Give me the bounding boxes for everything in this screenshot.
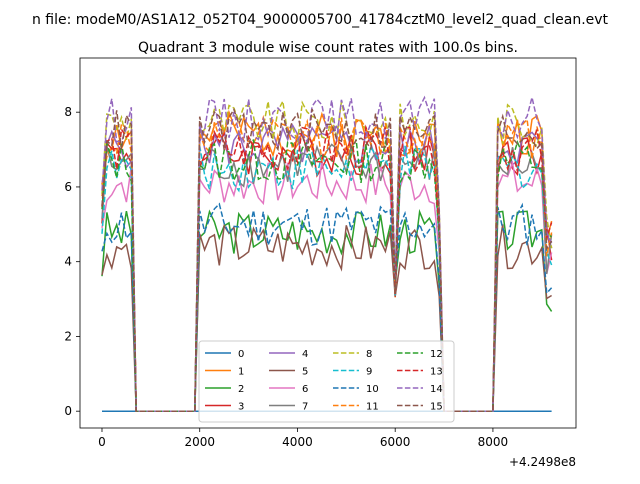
series-line-15 [101,107,553,412]
legend-label-12: 12 [430,349,443,360]
x-tick-label: 8000 [478,435,509,449]
legend-label-8: 8 [366,349,372,360]
y-tick-label: 8 [64,105,72,119]
legend-label-5: 5 [302,367,308,378]
legend-frame [198,340,455,423]
x-tick-label: 2000 [184,435,215,449]
legend-label-13: 13 [430,367,443,378]
series-layer [101,95,553,412]
legend-label-6: 6 [302,384,308,395]
x-tick-label: 4000 [282,435,313,449]
y-tick-label: 4 [64,255,72,269]
legend-label-3: 3 [238,402,244,413]
legend-label-11: 11 [366,402,379,413]
legend-label-2: 2 [238,384,244,395]
chart-title: Quadrant 3 module wise count rates with … [138,40,518,56]
y-tick-label: 0 [64,404,72,418]
x-tick-label: 0 [98,435,106,449]
legend-label-0: 0 [238,349,244,360]
series-line-14 [101,95,553,412]
axes-layer: 0 2000 4000 6000 8000 0 2 4 6 8 [64,105,508,449]
legend-label-4: 4 [302,349,308,360]
legend-label-14: 14 [430,384,443,395]
x-tick-label: 6000 [380,435,411,449]
legend-label-10: 10 [366,384,379,395]
legend-label-15: 15 [430,402,443,413]
plot-frame [79,57,577,429]
y-tick-label: 2 [64,329,72,343]
y-tick-label: 6 [64,180,72,194]
legend-label-9: 9 [366,367,372,378]
legend-label-7: 7 [302,402,308,413]
legend-label-1: 1 [238,367,244,378]
x-offset-label: +4.2498e8 [509,455,576,469]
figure-suptitle: n file: modeM0/AS1A12_052T04_9000005700_… [32,12,609,28]
